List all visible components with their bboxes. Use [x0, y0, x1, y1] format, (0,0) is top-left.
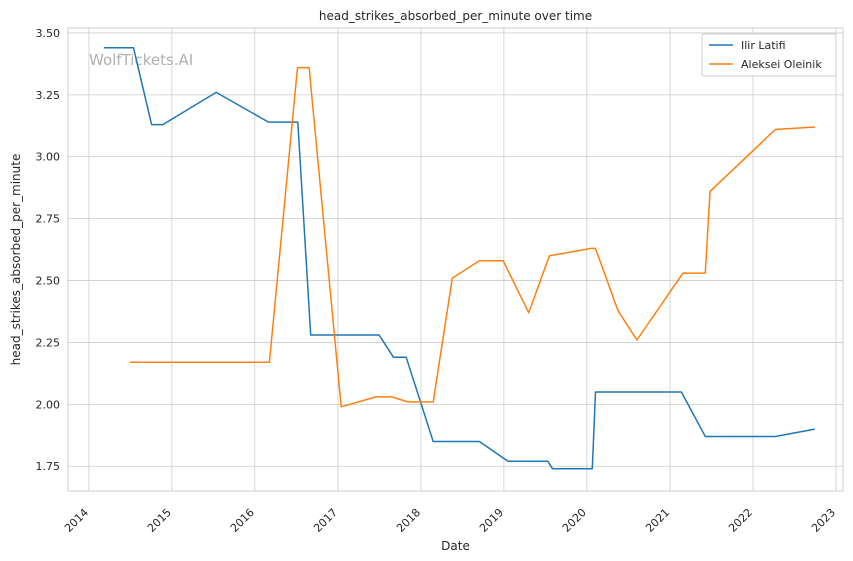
legend-box — [701, 33, 837, 77]
y-axis-label: head_strikes_absorbed_per_minute — [9, 154, 23, 366]
series-line-ilir-latifi — [103, 47, 815, 470]
y-tick-label: 1.75 — [36, 460, 61, 473]
y-tick-label: 3.50 — [36, 27, 61, 40]
y-tick-label: 2.50 — [36, 275, 61, 288]
grid — [68, 28, 843, 491]
y-tick-label: 2.00 — [36, 398, 61, 411]
watermark: WolfTickets.AI — [89, 51, 193, 69]
series-layer — [103, 47, 815, 470]
legend-label-aleksei-oleinik: Aleksei Oleinik — [741, 58, 822, 71]
chart-title: head_strikes_absorbed_per_minute over ti… — [319, 9, 592, 23]
x-axis-label: Date — [441, 539, 470, 553]
y-tick-label: 2.75 — [36, 213, 61, 226]
y-tick-label: 3.25 — [36, 89, 61, 102]
legend: Ilir Latifi Aleksei Oleinik — [701, 33, 837, 77]
legend-label-ilir-latifi: Ilir Latifi — [741, 39, 786, 52]
y-axis-ticks: 1.75 2.00 2.25 2.50 2.75 3.00 3.25 3.50 — [36, 27, 61, 473]
y-tick-label: 3.00 — [36, 151, 61, 164]
series-line-aleksei-oleinik — [130, 66, 815, 408]
plot-area — [67, 27, 844, 492]
y-tick-label: 2.25 — [36, 336, 61, 349]
